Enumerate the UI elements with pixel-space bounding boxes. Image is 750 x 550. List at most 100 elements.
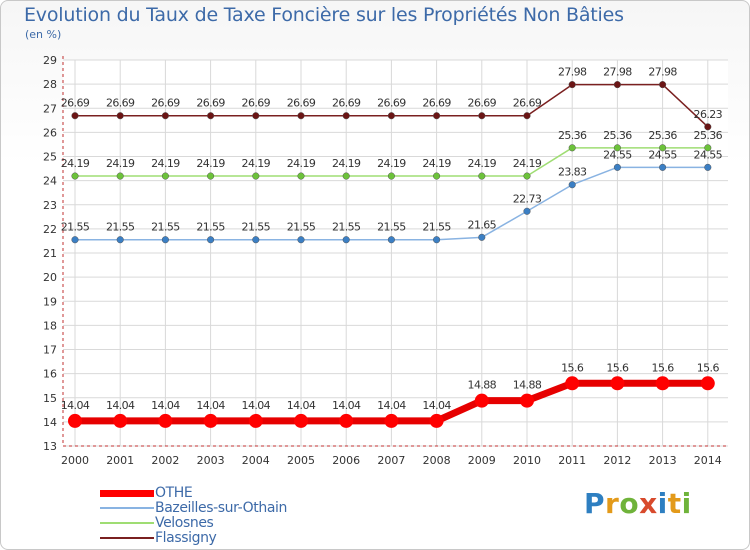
data-point-flassigny [71,112,79,120]
data-label-bazeilles-sur-othain: 21.55 [377,221,406,234]
data-point-velosnes [71,172,79,180]
data-point-othe [113,413,128,428]
data-label-othe: 15.6 [652,361,675,374]
x-tick-label: 2001 [106,454,134,467]
data-label-othe: 15.6 [606,361,629,374]
x-tick-label: 2003 [197,454,225,467]
data-point-flassigny [116,112,124,120]
data-point-velosnes [523,172,531,180]
data-label-flassigny: 26.69 [196,97,225,110]
legend-label-othe: OTHE [155,485,193,501]
data-label-bazeilles-sur-othain: 21.55 [287,221,316,234]
data-point-bazeilles-sur-othain [613,163,621,171]
y-tick-label: 29 [43,54,57,67]
data-label-flassigny: 26.69 [151,97,180,110]
x-tick-label: 2010 [513,454,541,467]
data-point-othe [339,413,354,428]
data-point-othe [68,413,82,428]
data-label-bazeilles-sur-othain: 21.55 [332,221,361,234]
chart-title: Evolution du Taux de Taxe Foncière sur l… [24,4,624,26]
data-label-velosnes: 24.19 [151,157,180,170]
data-point-othe [248,413,263,428]
y-tick-label: 27 [43,102,57,115]
data-point-othe [384,413,399,428]
legend-item-bazeilles: Bazeilles-sur-Othain [100,500,400,516]
y-tick-label: 19 [43,295,57,308]
data-label-velosnes: 25.36 [694,129,723,142]
data-point-flassigny [613,81,621,89]
data-label-velosnes: 24.19 [287,157,316,170]
data-label-othe: 14.04 [377,399,406,412]
data-label-flassigny: 26.69 [242,97,271,110]
data-point-velosnes [659,144,667,152]
logo-letter: i [681,487,692,520]
data-point-bazeilles-sur-othain [433,236,441,244]
data-label-velosnes: 25.36 [558,129,587,142]
data-label-flassigny: 26.69 [377,97,406,110]
data-point-othe [655,376,670,391]
data-label-velosnes: 25.36 [603,129,632,142]
y-tick-label: 21 [43,247,57,260]
data-label-velosnes: 24.19 [196,157,225,170]
data-label-othe: 14.88 [468,379,497,392]
y-tick-label: 26 [43,126,57,139]
logo-letter: r [605,487,620,520]
legend-swatch-othe [100,490,154,497]
data-label-velosnes: 24.19 [106,157,135,170]
x-tick-label: 2000 [61,454,89,467]
x-tick-label: 2014 [694,454,722,467]
data-point-velosnes [116,172,124,180]
data-label-othe: 14.04 [61,399,90,412]
y-tick-label: 16 [43,368,57,381]
data-point-bazeilles-sur-othain [342,236,350,244]
x-tick-label: 2008 [423,454,451,467]
data-label-flassigny: 27.98 [558,66,587,79]
data-label-bazeilles-sur-othain: 21.55 [422,221,451,234]
legend-swatch-velosnes [100,522,154,524]
data-label-flassigny: 26.23 [694,108,723,121]
data-point-velosnes [613,144,621,152]
data-label-bazeilles-sur-othain: 21.55 [242,221,271,234]
x-tick-label: 2004 [242,454,270,467]
data-point-bazeilles-sur-othain [116,236,124,244]
data-label-bazeilles-sur-othain: 21.65 [468,218,497,231]
logo-letter: P [584,487,606,520]
logo-letter: x [639,487,658,520]
legend: OTHE Bazeilles-sur-Othain Velosnes Flass… [100,485,400,546]
data-point-othe [700,376,715,391]
data-point-othe [158,413,173,428]
data-point-velosnes [297,172,305,180]
data-point-bazeilles-sur-othain [704,163,712,171]
data-label-flassigny: 26.69 [106,97,135,110]
data-point-velosnes [704,144,712,152]
data-point-othe [474,393,489,408]
data-point-flassigny [161,112,169,120]
x-tick-label: 2009 [468,454,496,467]
data-label-othe: 14.04 [196,399,225,412]
legend-swatch-bazeilles [100,507,154,509]
data-label-othe: 15.6 [561,361,584,374]
legend-item-othe: OTHE [100,485,400,501]
data-label-bazeilles-sur-othain: 23.83 [558,166,587,179]
data-label-othe: 14.04 [332,399,361,412]
logo-letter: o [619,487,640,520]
data-point-flassigny [252,112,260,120]
proxiti-logo: Proxiti [584,487,692,520]
data-point-othe [520,393,534,408]
data-point-flassigny [659,81,667,89]
data-label-velosnes: 24.19 [332,157,361,170]
y-tick-label: 22 [43,223,57,236]
data-point-bazeilles-sur-othain [478,233,486,241]
data-label-flassigny: 27.98 [603,66,632,79]
data-point-flassigny [433,112,441,120]
data-point-flassigny [478,112,486,120]
data-point-velosnes [252,172,260,180]
data-label-velosnes: 24.19 [422,157,451,170]
data-point-othe [294,413,308,428]
data-label-flassigny: 26.69 [332,97,361,110]
data-point-velosnes [433,172,441,180]
data-label-othe: 15.6 [697,361,720,374]
data-point-velosnes [207,172,215,180]
legend-label-bazeilles: Bazeilles-sur-Othain [155,500,287,516]
